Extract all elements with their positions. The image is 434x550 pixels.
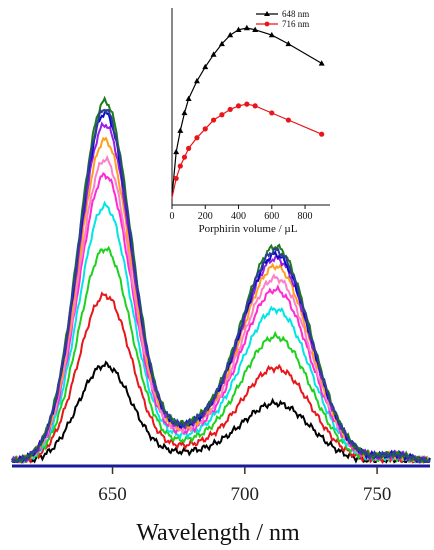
inset-x-tick-label: 400 bbox=[231, 211, 246, 222]
inset-x-tick-label: 600 bbox=[264, 211, 279, 222]
spectrum-series-5 bbox=[11, 171, 431, 464]
inset-point bbox=[181, 154, 188, 160]
inset-point bbox=[319, 131, 325, 137]
inset-point bbox=[269, 110, 275, 116]
inset-x-tick-label: 200 bbox=[198, 211, 213, 222]
inset-point bbox=[218, 40, 225, 47]
legend-label: 648 nm bbox=[282, 9, 309, 19]
inset-point bbox=[202, 63, 209, 70]
inset-point bbox=[252, 103, 258, 109]
main-x-axis-title: Wavelength / nm bbox=[136, 520, 300, 546]
inset-point bbox=[268, 31, 275, 38]
inset-series-line-1 bbox=[171, 27, 323, 197]
inset-point bbox=[173, 148, 180, 155]
inset-point bbox=[235, 26, 242, 32]
inset-point bbox=[173, 175, 179, 182]
inset-series bbox=[171, 24, 325, 199]
inset-point bbox=[210, 51, 217, 57]
inset-point bbox=[185, 95, 192, 101]
inset-point bbox=[227, 106, 233, 113]
inset-axes: 0 200 400 600 800 bbox=[170, 8, 330, 222]
main-x-tick-label: 650 bbox=[98, 484, 127, 505]
spectrum-series-11 bbox=[11, 108, 431, 464]
inset-point bbox=[235, 103, 242, 109]
inset-point bbox=[243, 24, 250, 31]
inset-point bbox=[202, 126, 208, 132]
inset-point bbox=[285, 40, 292, 47]
inset-point bbox=[227, 31, 234, 38]
spectrum-series-2 bbox=[11, 291, 430, 465]
inset-point bbox=[252, 26, 259, 32]
main-x-tick-label: 750 bbox=[363, 484, 392, 505]
inset-x-tick-label: 800 bbox=[298, 211, 313, 222]
legend-marker bbox=[264, 11, 270, 16]
legend-marker bbox=[264, 21, 270, 27]
inset-point bbox=[194, 135, 200, 141]
inset-point bbox=[285, 117, 292, 123]
inset-point bbox=[193, 77, 200, 84]
inset-point bbox=[219, 112, 225, 118]
inset-point bbox=[244, 101, 250, 107]
main-x-ticks: 650 700 750 bbox=[98, 466, 391, 505]
inset-point bbox=[186, 145, 192, 151]
inset-series-line-2 bbox=[171, 103, 322, 199]
inset-point bbox=[181, 109, 188, 116]
inset-point bbox=[177, 163, 183, 169]
spectra-lines bbox=[11, 95, 431, 465]
inset-point bbox=[210, 117, 217, 123]
inset-x-axis-title: Porphirin volume / µL bbox=[199, 223, 298, 235]
inset-point bbox=[318, 60, 325, 66]
inset-x-tick-label: 0 bbox=[170, 211, 175, 222]
inset-point bbox=[177, 127, 184, 133]
legend-label: 716 nm bbox=[282, 19, 309, 29]
main-x-tick-label: 700 bbox=[231, 484, 260, 505]
spectrum-series-4 bbox=[11, 200, 431, 464]
